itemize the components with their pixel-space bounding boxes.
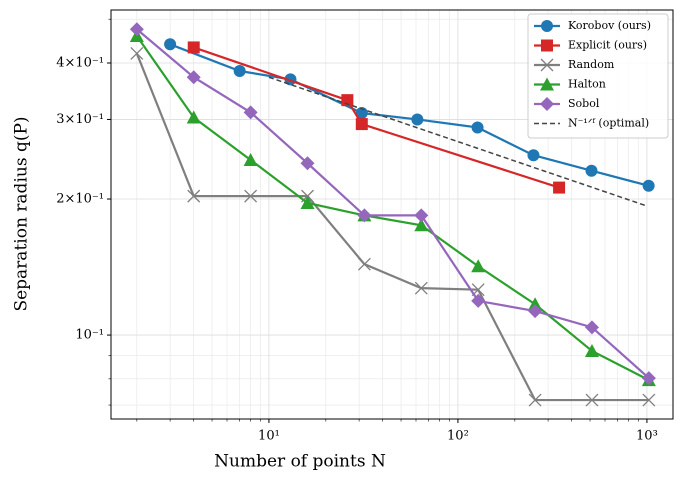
series-line [135,53,649,402]
series-line [135,35,650,382]
marker [355,107,368,120]
legend: Korobov (ours) Explicit (ours) Random Halto… [527,13,669,139]
marker [528,304,543,319]
marker [357,257,371,271]
marker [528,297,543,311]
marker [186,70,201,85]
marker [541,20,553,32]
marker [187,189,201,203]
marker [414,281,428,295]
marker [471,121,484,134]
y-tick-label: 2×10⁻¹ [56,192,104,207]
legend-label: Explicit (ours) [568,39,647,52]
marker [471,259,486,273]
legend-box [527,13,669,139]
legend-label: Halton [568,78,606,91]
legend-label: Sobol [568,97,600,110]
legend-label: Random [568,58,615,71]
marker [528,393,542,407]
x-tick-label: 10² [447,429,469,444]
marker [187,41,200,54]
marker [414,208,429,223]
plot-frame [110,9,674,420]
legend-label: N⁻¹ᐟᶠ (optimal) [568,117,649,130]
legend-label: Korobov (ours) [568,19,651,32]
marker [540,58,554,72]
marker [186,110,201,124]
marker [584,343,599,357]
marker [540,77,554,91]
x-tick-label: 10¹ [258,429,280,444]
marker [527,149,540,162]
marker [642,179,655,192]
marker [641,371,656,386]
marker [341,94,354,107]
marker [540,97,554,111]
marker [130,46,144,60]
marker [471,293,486,308]
series-line [136,28,650,379]
y-tick-label: 10⁻¹ [75,328,104,343]
y-axis-label: Separation radius q(P) [12,116,32,311]
marker [243,153,258,167]
marker [414,218,429,232]
x-tick-label: 10³ [636,429,658,444]
marker [300,195,315,209]
marker [642,393,656,407]
marker [243,105,258,120]
marker [357,208,372,223]
marker [355,118,368,131]
y-tick-label: 3×10⁻¹ [56,112,104,127]
marker [244,189,258,203]
marker [585,164,598,177]
marker [584,320,599,335]
marker [164,38,177,51]
x-axis-label: Number of points N [214,452,386,472]
marker [129,22,144,37]
marker [411,113,424,126]
series-line [193,46,560,189]
marker [233,65,246,78]
series-line [268,76,648,207]
marker [585,393,599,407]
y-tick-label: 4×10⁻¹ [56,55,104,70]
marker [553,181,566,194]
marker [300,156,315,171]
marker [541,39,553,52]
